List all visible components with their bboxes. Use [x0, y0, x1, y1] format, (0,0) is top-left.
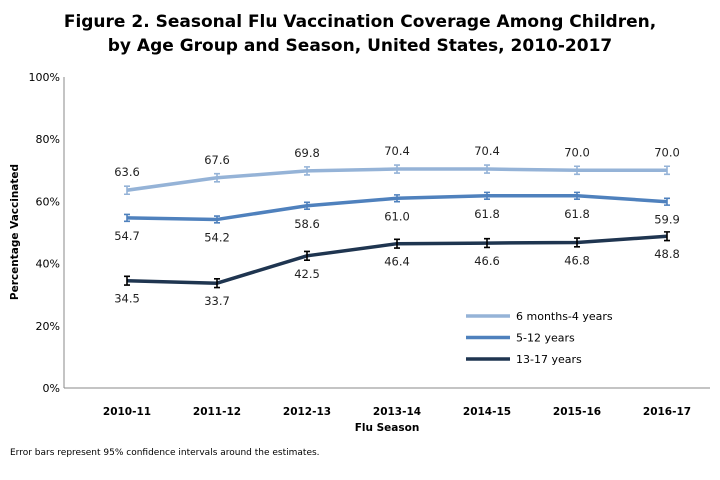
y-axis-title: Percentage Vaccinated — [9, 164, 21, 300]
data-label: 61.0 — [384, 209, 410, 223]
error-bar — [394, 164, 400, 174]
error-bar — [574, 237, 580, 248]
x-tick-label: 2014-15 — [463, 406, 511, 418]
error-bar — [664, 165, 670, 176]
error-bar — [664, 231, 670, 242]
x-axis-title: Flu Season — [355, 422, 420, 434]
error-bar — [394, 194, 400, 203]
chart-title-line2: by Age Group and Season, United States, … — [107, 36, 613, 56]
data-label: 54.7 — [114, 229, 140, 243]
data-label: 33.7 — [204, 294, 230, 308]
error-bar — [124, 185, 130, 196]
error-bar — [484, 237, 490, 249]
data-label: 70.4 — [384, 144, 410, 158]
data-label: 48.8 — [654, 247, 680, 261]
error-bar — [304, 201, 310, 210]
y-tick-label: 0% — [43, 382, 60, 395]
error-bar — [574, 191, 580, 201]
x-tick-label: 2011-12 — [193, 406, 241, 418]
error-bar — [124, 213, 130, 223]
data-label: 61.8 — [564, 207, 590, 221]
data-label: 70.4 — [474, 144, 500, 158]
error-bar — [214, 172, 220, 183]
data-label: 59.9 — [654, 213, 680, 227]
chart-footnote: Error bars represent 95% confidence inte… — [10, 448, 320, 458]
data-label: 70.0 — [654, 145, 680, 159]
y-tick-label: 20% — [36, 320, 60, 333]
error-bar — [574, 165, 580, 176]
x-tick-label: 2010-11 — [103, 406, 151, 418]
error-bar — [214, 215, 220, 224]
x-tick-label: 2016-17 — [643, 406, 691, 418]
x-tick-label: 2012-13 — [283, 406, 331, 418]
data-label: 46.4 — [384, 255, 410, 269]
y-tick-label: 60% — [36, 195, 60, 208]
data-label: 70.0 — [564, 145, 590, 159]
data-label: 67.6 — [204, 153, 230, 167]
data-label: 54.2 — [204, 230, 230, 244]
y-tick-label: 80% — [36, 133, 60, 146]
error-bar — [664, 197, 670, 206]
error-bar — [214, 278, 220, 289]
data-label: 34.5 — [114, 292, 140, 306]
chart-title: Figure 2. Seasonal Flu Vaccination Cover… — [0, 10, 720, 58]
error-bar — [484, 191, 490, 201]
data-label: 46.8 — [564, 253, 590, 267]
error-bar — [124, 275, 130, 286]
data-label: 42.5 — [294, 267, 320, 281]
legend-label: 13-17 years — [516, 353, 582, 366]
x-tick-label: 2015-16 — [553, 406, 601, 418]
legend-label: 5-12 years — [516, 332, 575, 345]
data-label: 61.8 — [474, 207, 500, 221]
legend-label: 6 months-4 years — [516, 310, 613, 323]
x-tick-label: 2013-14 — [373, 406, 421, 418]
y-tick-label: 100% — [29, 71, 60, 84]
data-label: 69.8 — [294, 146, 320, 160]
error-bar — [304, 166, 310, 176]
error-bar — [394, 238, 400, 249]
data-label: 58.6 — [294, 217, 320, 231]
error-bar — [304, 250, 310, 261]
error-bar — [484, 164, 490, 174]
y-tick-label: 40% — [36, 258, 60, 271]
data-label: 63.6 — [114, 165, 140, 179]
chart-title-line1: Figure 2. Seasonal Flu Vaccination Cover… — [63, 12, 657, 32]
data-label: 46.6 — [474, 254, 500, 268]
